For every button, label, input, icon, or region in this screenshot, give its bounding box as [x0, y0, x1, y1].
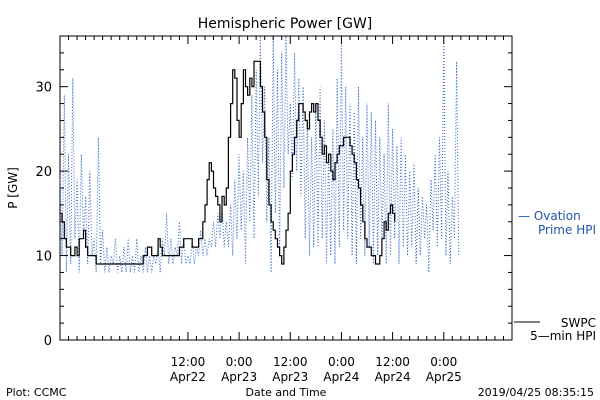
axis-layer: 010203012:00Apr220:00Apr2312:00Apr230:00… — [35, 35, 512, 384]
series-ovation-line — [59, 35, 460, 273]
legend-ovation: — Ovation Prime HPI — [518, 209, 596, 237]
x-tick-label-time: 12:00 — [273, 355, 308, 369]
x-tick-label-day: Apr24 — [375, 370, 411, 384]
x-tick-label-day: Apr23 — [272, 370, 308, 384]
x-tick-label-time: 12:00 — [375, 355, 410, 369]
x-tick-label-time: 0:00 — [226, 355, 253, 369]
legend-swpc-line2: 5—min HPI — [530, 329, 596, 343]
x-tick-label-day: Apr23 — [221, 370, 257, 384]
legend-ovation-line1: — Ovation — [518, 209, 581, 223]
plot-frame — [59, 35, 513, 341]
y-tick-label: 0 — [44, 334, 52, 349]
chart-title: Hemispheric Power [GW] — [198, 16, 373, 32]
series-swpc-line — [60, 60, 396, 265]
series-layer — [59, 35, 460, 273]
x-tick-label-time: 0:00 — [430, 355, 457, 369]
plot-credit: Plot: CCMC — [6, 386, 67, 399]
legend-swpc-line1: SWPC — [561, 316, 596, 330]
x-axis-label: Date and Time — [246, 386, 327, 399]
legend-ovation-line2: Prime HPI — [538, 223, 596, 237]
y-tick-label: 20 — [35, 165, 52, 180]
x-tick-label-day: Apr25 — [426, 370, 462, 384]
plot-timestamp: 2019/04/25 08:35:15 — [478, 386, 594, 399]
x-tick-label-time: 0:00 — [328, 355, 355, 369]
y-tick-label: 10 — [35, 250, 52, 265]
x-tick-label-day: Apr22 — [170, 370, 206, 384]
x-tick-label-day: Apr24 — [323, 370, 359, 384]
y-tick-label: 30 — [35, 81, 52, 96]
y-axis-label: P [GW] — [6, 167, 20, 209]
x-tick-label-time: 12:00 — [171, 355, 206, 369]
legend-swpc: SWPC 5—min HPI — [514, 316, 596, 343]
